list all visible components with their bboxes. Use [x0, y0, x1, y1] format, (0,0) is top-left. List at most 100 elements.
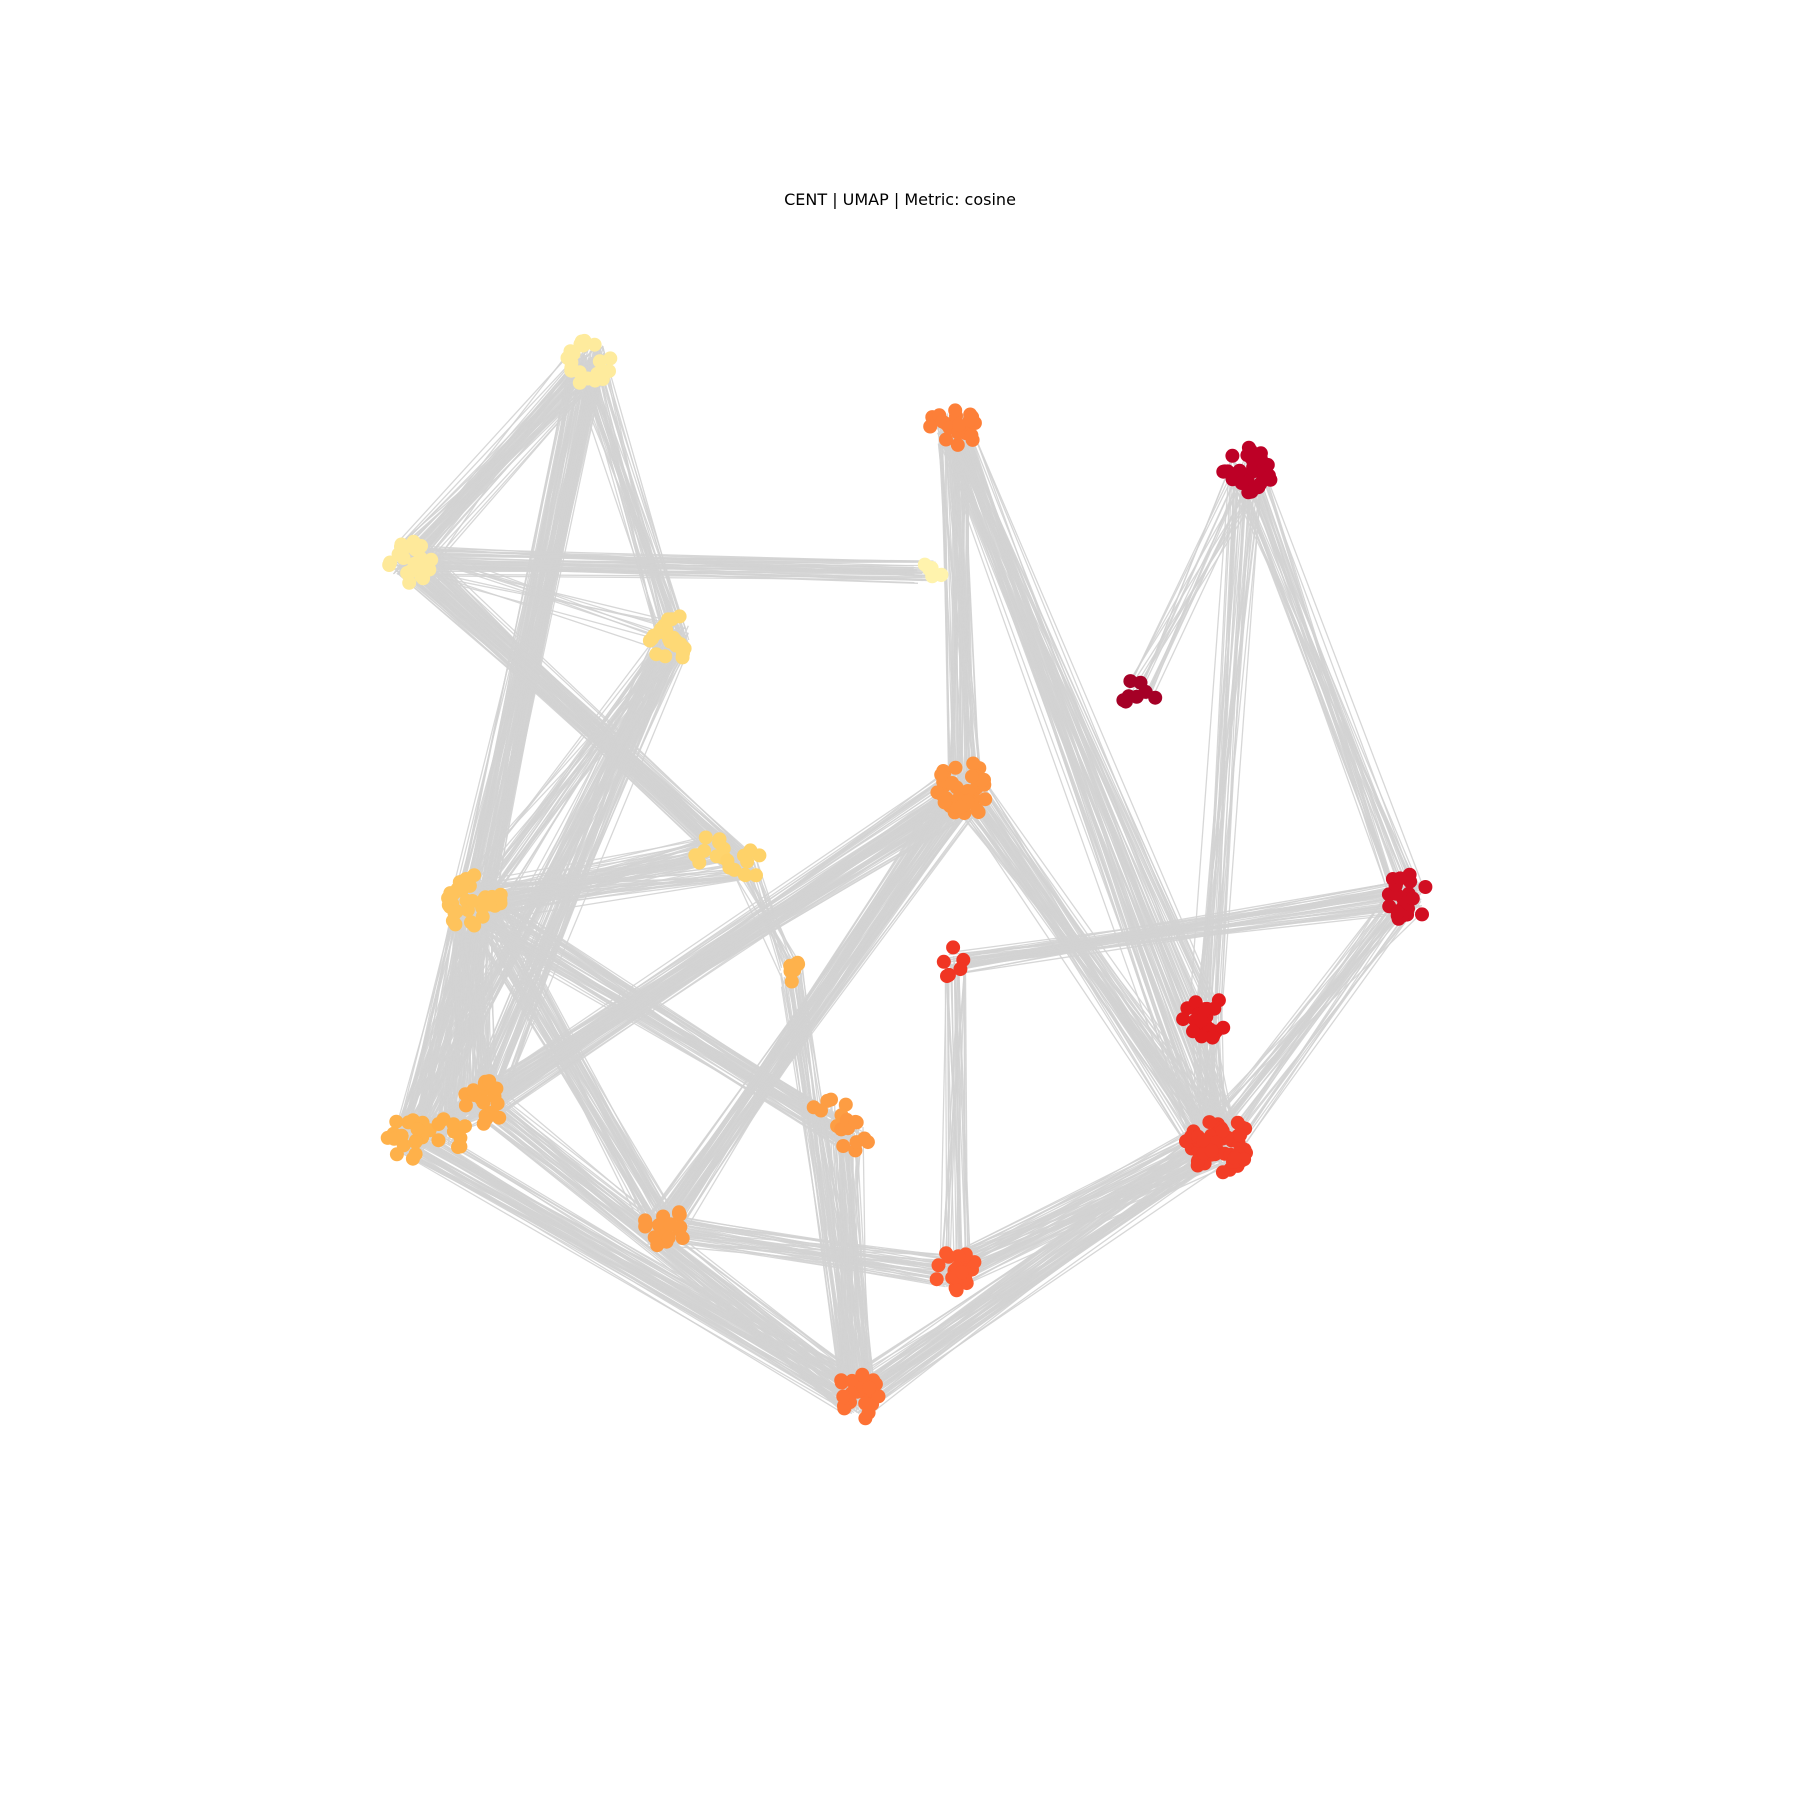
- edge-c7-c11: [472, 917, 478, 1096]
- node-point: [410, 1122, 425, 1137]
- edge-c15-c20: [955, 783, 1202, 1152]
- node-point: [672, 1205, 686, 1220]
- node-point: [402, 575, 417, 590]
- node-point: [1215, 1123, 1230, 1138]
- edge-c12-c17: [833, 1100, 843, 1394]
- edge-c11-c15: [471, 782, 968, 1118]
- edge-c18-c19: [945, 964, 955, 1268]
- edge-c23-c24: [1150, 475, 1258, 702]
- edge-c7-c13: [477, 890, 860, 1135]
- edge-c13-c17: [846, 1136, 872, 1406]
- edge-c14-c15: [672, 791, 973, 1237]
- edge-c7-c14: [474, 910, 663, 1231]
- cluster-c14: [638, 1205, 690, 1253]
- edge-c7-c5: [458, 835, 722, 886]
- edge-c23-c21: [1207, 463, 1236, 1023]
- edge-c3-c6: [414, 563, 741, 866]
- edge-c19-c22: [960, 910, 1413, 957]
- node-point: [603, 351, 618, 366]
- node-point: [572, 365, 587, 380]
- node-point: [382, 558, 397, 572]
- node-point: [1230, 1115, 1245, 1130]
- cluster-c5: [688, 830, 731, 870]
- edge-c14-c15: [677, 783, 954, 1244]
- edge-c23-c21: [1189, 461, 1231, 1005]
- node-point: [1204, 1143, 1219, 1158]
- edge-c18-c19: [949, 957, 961, 1282]
- edge-c7-c13: [477, 885, 849, 1134]
- node-point: [431, 1133, 446, 1148]
- edge-c18-c20: [947, 1127, 1208, 1285]
- edge-c9-c17: [400, 1146, 850, 1402]
- node-point: [740, 854, 755, 869]
- node-point: [737, 867, 752, 882]
- edge-c3-c2: [417, 554, 934, 562]
- edge-c22-c20: [1196, 885, 1396, 1141]
- edge-c3-c2: [415, 563, 924, 582]
- node-point: [838, 1097, 853, 1112]
- chart-title: CENT | UMAP | Metric: cosine: [784, 190, 1016, 209]
- cluster-c3: [382, 534, 439, 590]
- node-point: [948, 760, 963, 775]
- node-point: [458, 1119, 472, 1134]
- edge-c11-c15: [479, 773, 950, 1111]
- edge-c21-c16: [959, 438, 1218, 1015]
- edge-c11-c17: [477, 1115, 853, 1411]
- node-point: [950, 437, 965, 452]
- edge-c21-c16: [967, 421, 1220, 1007]
- edge-c15-c20: [968, 778, 1223, 1123]
- edge-c17-c20: [872, 1154, 1226, 1408]
- cluster-c8: [783, 955, 806, 989]
- node-point: [743, 843, 758, 858]
- node-point: [1227, 1151, 1242, 1165]
- edge-c11-c15: [479, 771, 948, 1091]
- edge-c12-c17: [837, 1122, 851, 1390]
- node-point: [966, 756, 981, 771]
- node-point: [408, 1135, 423, 1150]
- edge-c1-c4: [598, 345, 687, 646]
- edge-c23-c22: [1244, 454, 1423, 913]
- node-point: [1194, 1013, 1209, 1028]
- node-point: [836, 1139, 851, 1153]
- edge-c18-c19: [953, 959, 964, 1283]
- edge-c14-c18: [660, 1238, 956, 1283]
- edge-c23-c22: [1231, 487, 1419, 888]
- edge-c22-c20: [1201, 905, 1393, 1128]
- node-point: [441, 891, 456, 906]
- edge-c18-c20: [966, 1130, 1231, 1279]
- node-point: [1198, 1002, 1213, 1016]
- edge-c11-c15: [476, 804, 954, 1115]
- edge-c21-c16: [954, 440, 1211, 1024]
- edge-c3-c6: [411, 575, 734, 877]
- edge-c23-c24: [1148, 482, 1250, 692]
- node-point: [466, 1083, 481, 1098]
- node-point: [953, 799, 968, 814]
- node-point: [930, 785, 945, 800]
- edge-c14-c15: [657, 803, 970, 1233]
- edge-c9-c17: [409, 1143, 856, 1410]
- node-point: [941, 967, 956, 982]
- edge-c1-c4: [579, 353, 681, 648]
- edge-c15-c20: [970, 803, 1223, 1164]
- edge-c3-c4: [396, 547, 671, 636]
- edge-c3-c6: [409, 545, 745, 867]
- node-point: [1186, 1024, 1200, 1039]
- node-point: [1393, 871, 1408, 886]
- node-point: [848, 1114, 863, 1129]
- edge-c11-c17: [469, 1108, 850, 1414]
- edge-c3-c2: [395, 555, 925, 574]
- node-point: [814, 1103, 828, 1118]
- node-point: [387, 1131, 402, 1146]
- edge-c3-c6: [396, 557, 753, 862]
- node-point: [1245, 448, 1260, 463]
- edge-c23-c21: [1203, 476, 1238, 1002]
- edge-c22-c20: [1223, 900, 1422, 1150]
- cluster-c2: [917, 557, 949, 584]
- cluster-c20: [1179, 1115, 1253, 1180]
- edge-c14-c15: [648, 784, 964, 1233]
- node-point: [1215, 1165, 1230, 1180]
- node-point: [1176, 1012, 1191, 1027]
- node-point: [1216, 1020, 1231, 1035]
- node-point: [1232, 463, 1247, 478]
- node-point: [698, 830, 713, 845]
